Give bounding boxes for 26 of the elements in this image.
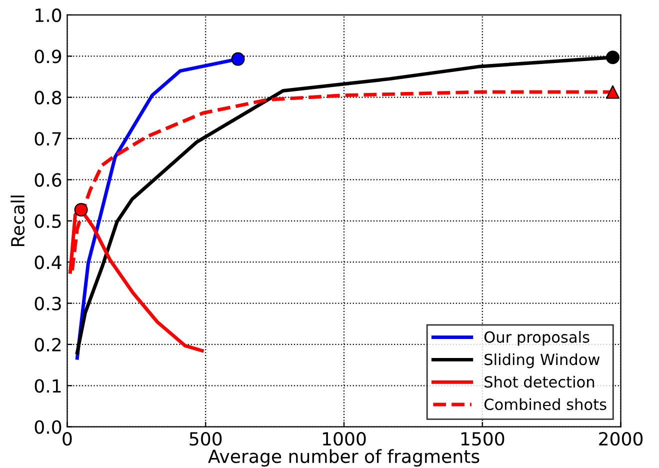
y-tick-label: 0.3 [34,296,61,310]
y-tick-label: 0.4 [34,256,62,270]
legend-label: Sliding Window [484,353,600,368]
point [231,52,245,66]
x-tick-label: 500 [190,432,222,446]
legend-label: Shot detection [484,376,594,388]
legend-label: Our proposals [484,331,590,346]
y-tick-label: 0.2 [34,338,61,352]
y-axis-title: Recall [10,196,25,246]
y-tick-label: 0.8 [34,90,62,104]
x-tick-label: 1500 [461,432,504,446]
x-tick-label: 2000 [599,432,643,446]
legend-label: Combined shots [484,398,606,410]
point [606,50,620,64]
y-tick-label: 0.9 [34,50,62,64]
point [606,85,620,99]
point [74,203,88,217]
y-tick-label: 1.0 [36,8,62,22]
x-tick-label: 0 [62,432,72,446]
y-tick-label: 0.0 [34,420,62,434]
x-axis-title: Average number of fragments [208,449,480,467]
x-tick-label: 1000 [323,432,366,446]
y-tick-label: 0.5 [34,214,61,228]
y-tick-label: 0.1 [34,379,61,393]
y-tick-label: 0.7 [34,132,61,146]
y-tick-label: 0.6 [34,173,62,187]
